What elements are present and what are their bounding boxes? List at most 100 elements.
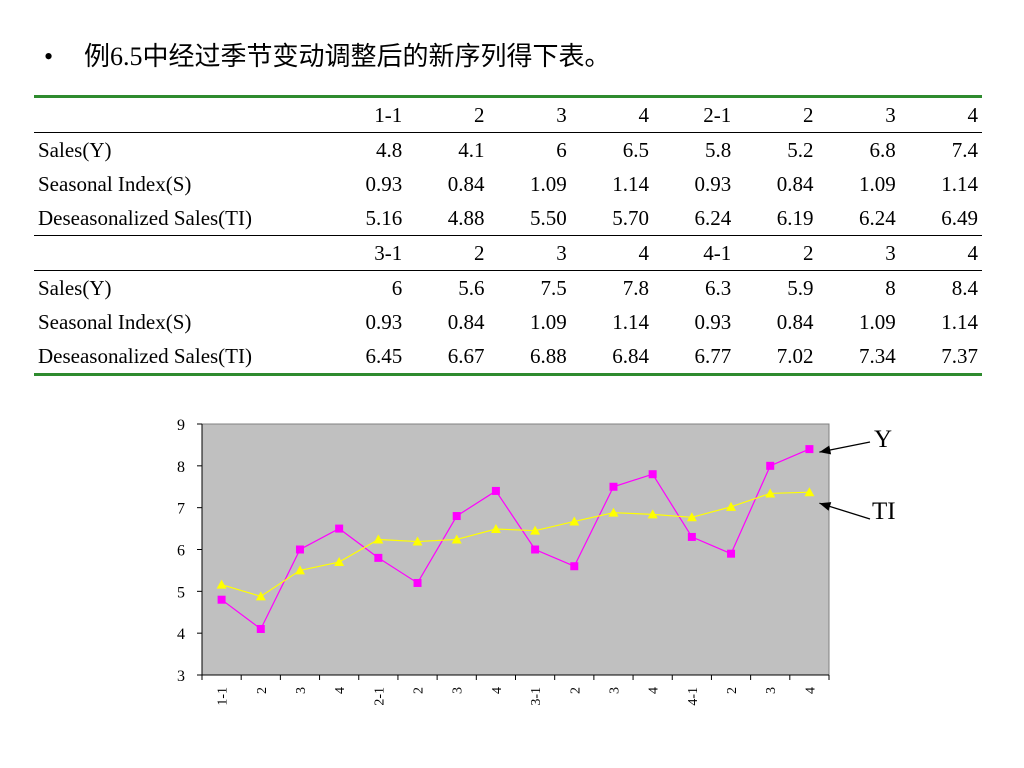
value-cell: 0.84 [447, 309, 485, 334]
data-point-ti [334, 557, 345, 567]
table-row: Deseasonalized Sales(TI) 5.16 4.88 5.50 5.70… [34, 201, 982, 236]
header-period-cell: 2-1 [653, 96, 736, 133]
header-period-cell: 2 [406, 96, 489, 133]
data-point-y [648, 470, 657, 479]
table-header-row: 1-1 2 3 4 2-1 2 3 4 [34, 96, 982, 133]
series-line-ti [221, 491, 810, 598]
data-point-y [805, 445, 814, 454]
bullet-icon: • [44, 42, 54, 71]
value-cell: 6.77 [694, 343, 732, 368]
x-tick-label: 2 [725, 687, 740, 694]
value-cell: 4.88 [447, 205, 485, 230]
arrow-ti-icon-head [819, 502, 832, 511]
series-label-y: Y [874, 426, 893, 453]
x-tick-label: 4 [803, 687, 818, 694]
value-cell: 5.2 [787, 137, 814, 162]
table-row: Seasonal Index(S) 0.93 0.84 1.09 1.14 0.93 0.8… [34, 305, 982, 339]
table-header-row: 3-1 2 3 4 4-1 2 3 4 [34, 235, 982, 271]
header-period-cell: 3 [817, 235, 900, 271]
value-cell: 7.37 [941, 343, 978, 368]
y-tick-label: 9 [177, 417, 185, 434]
header-period-cell: 1-1 [324, 96, 407, 133]
value-cell: 5.9 [787, 275, 814, 300]
value-cell: 0.93 [694, 171, 732, 196]
x-tick-label: 2-1 [372, 687, 387, 706]
x-tick-label: 3-1 [529, 687, 544, 706]
value-cell: 5.6 [458, 275, 485, 300]
row-label-cell: Sales(Y) [38, 275, 112, 300]
header-corner-cell [34, 235, 324, 271]
x-tick-label: 3 [294, 687, 309, 694]
value-cell: 5.70 [612, 205, 649, 230]
x-tick-label: 4 [647, 687, 662, 694]
value-cell: 4.8 [376, 137, 403, 162]
data-point-ti [490, 524, 501, 534]
value-cell: 0.84 [776, 171, 814, 196]
header-period-cell: 4-1 [653, 235, 736, 271]
header-period-cell: 2 [735, 96, 818, 133]
value-cell: 0.93 [694, 309, 732, 334]
value-cell: 0.84 [776, 309, 814, 334]
value-cell: 1.09 [530, 309, 567, 334]
x-tick-label: 2 [255, 687, 270, 694]
y-tick-label: 6 [177, 543, 185, 560]
data-point-ti [412, 536, 423, 546]
value-cell: 7.8 [622, 275, 649, 300]
data-point-y [256, 624, 265, 633]
header-period-cell: 4 [899, 96, 982, 133]
header-corner-cell [34, 96, 324, 133]
x-tick-label: 2 [568, 687, 583, 694]
value-cell: 7.4 [951, 137, 978, 162]
heading-text: 例6.5中经过季节变动调整后的新序列得下表。 [84, 42, 611, 71]
data-point-ti [686, 512, 697, 522]
data-point-y [531, 545, 540, 554]
value-cell: 7.5 [540, 275, 567, 300]
value-cell: 6.67 [447, 343, 485, 368]
y-tick-label: 3 [177, 668, 185, 685]
value-cell: 6.5 [622, 137, 649, 162]
value-cell: 5.16 [365, 205, 403, 230]
value-cell: 6 [556, 137, 567, 162]
value-cell: 0.93 [365, 171, 403, 196]
y-tick-label: 5 [177, 584, 185, 601]
data-point-ti [608, 507, 619, 517]
value-cell: 6.84 [612, 343, 649, 368]
value-cell: 6.24 [859, 205, 896, 230]
x-tick-label: 4 [333, 687, 348, 694]
data-point-y [687, 532, 696, 541]
value-cell: 1.09 [530, 171, 567, 196]
header-period-cell: 3 [488, 235, 571, 271]
data-point-y [491, 486, 500, 495]
x-tick-label: 3 [607, 687, 622, 694]
value-cell: 1.14 [612, 171, 649, 196]
x-tick-label: 4 [490, 687, 505, 694]
value-cell: 5.8 [705, 137, 732, 162]
x-tick-label: 2 [412, 687, 427, 694]
value-cell: 7.34 [859, 343, 896, 368]
value-cell: 1.14 [941, 171, 978, 196]
arrow-y-icon-head [819, 445, 832, 455]
data-point-ti [294, 565, 305, 575]
series-line-y [221, 448, 810, 630]
y-tick-label: 4 [177, 626, 185, 643]
value-cell: 7.02 [776, 343, 814, 368]
value-cell: 6.49 [941, 205, 978, 230]
series-label-ti: TI [872, 498, 896, 525]
header-period-cell: 2 [735, 235, 818, 271]
header-period-cell: 3 [817, 96, 900, 133]
data-table: 1-1 2 3 4 2-1 2 3 4 Sales(Y) 4.8 4.1 6 6.5 5.8 5.2 6.8 7… [34, 95, 982, 376]
value-cell: 8 [885, 275, 896, 300]
y-tick-label: 7 [177, 501, 185, 518]
data-point-y [413, 578, 422, 587]
data-point-ti [216, 579, 227, 589]
table-row: Deseasonalized Sales(TI) 6.45 6.67 6.88 6.84… [34, 339, 982, 375]
value-cell: 6.88 [530, 343, 567, 368]
value-cell: 0.93 [365, 309, 403, 334]
row-label-cell: Seasonal Index(S) [38, 309, 192, 334]
header-period-cell: 4 [570, 96, 653, 133]
value-cell: 8.4 [951, 275, 978, 300]
x-tick-label: 1-1 [216, 687, 231, 706]
y-tick-label: 8 [177, 459, 185, 476]
data-point-ti [647, 509, 658, 519]
row-label-cell: Deseasonalized Sales(TI) [38, 343, 252, 368]
